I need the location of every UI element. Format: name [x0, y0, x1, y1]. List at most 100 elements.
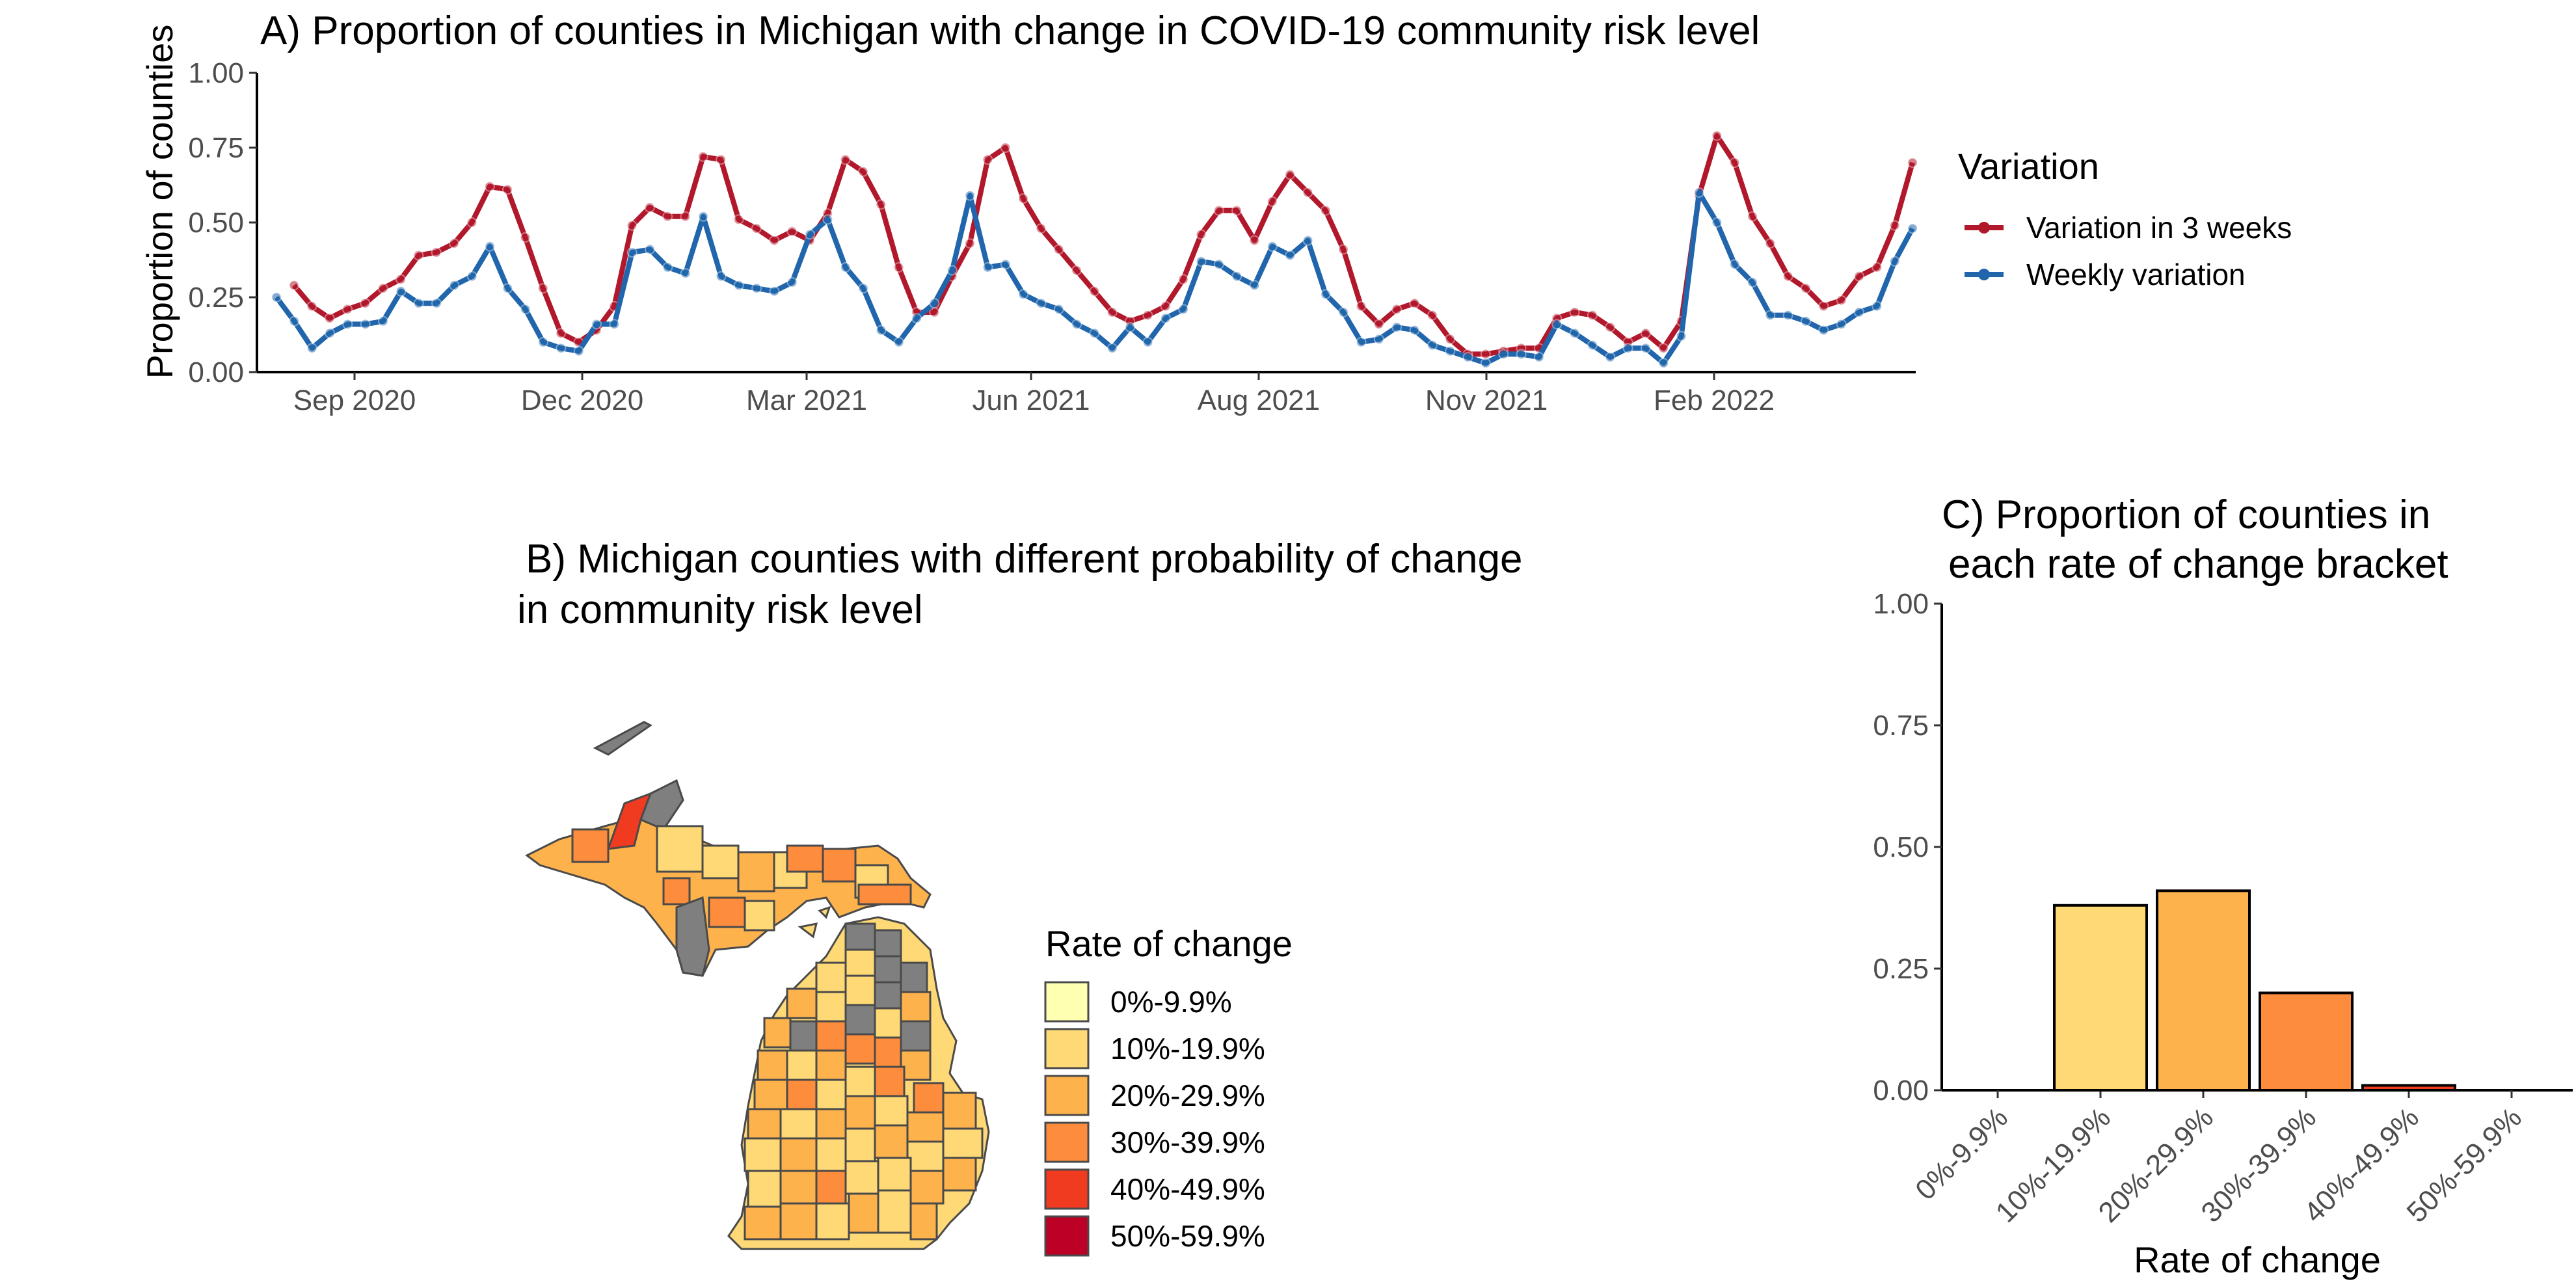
- series-point: [716, 154, 727, 165]
- county-cell: [815, 1202, 850, 1241]
- series-point: [1551, 319, 1563, 330]
- series-point: [289, 315, 300, 327]
- legend-item-label: 10%-19.9%: [1110, 1032, 1265, 1066]
- county-cell: [747, 1108, 782, 1140]
- series-point: [1285, 169, 1296, 180]
- county-cell: [786, 987, 818, 1019]
- series-point: [1533, 352, 1544, 362]
- panel-c-y-tick-label: 0.25: [1873, 953, 1929, 985]
- legend-item-label: 30%-39.9%: [1110, 1125, 1265, 1159]
- legend-swatch: [1044, 981, 1090, 1023]
- series-point: [396, 286, 407, 297]
- county-cell: [844, 1160, 879, 1195]
- island-1: [798, 922, 818, 939]
- series-weekly-variation: [271, 187, 1918, 369]
- panel-c-y-tick-label: 0.75: [1873, 710, 1929, 742]
- series-point: [733, 280, 744, 291]
- series-point: [1872, 301, 1883, 312]
- series-point: [306, 343, 317, 354]
- legend-swatch: [1044, 1028, 1090, 1069]
- series-point: [1907, 157, 1918, 168]
- series-point: [893, 337, 904, 347]
- series-point: [1640, 343, 1651, 354]
- series-point: [751, 223, 762, 234]
- panel-a-x-tick-label: Nov 2021: [1425, 384, 1548, 416]
- series-point: [1853, 271, 1864, 282]
- county-up-2: [656, 825, 704, 873]
- county-cell: [844, 974, 876, 1006]
- series-point: [1729, 259, 1740, 270]
- county-menominee: [675, 896, 710, 977]
- series-point: [484, 181, 495, 192]
- series-point: [751, 283, 762, 294]
- series-point: [342, 319, 353, 330]
- series-point: [1765, 238, 1776, 249]
- series-point: [556, 328, 567, 339]
- series-point: [1267, 241, 1278, 252]
- panel-a-ticks: 0.00 0.25 0.50 0.75 1.00 Sep 2020 Dec 2020 Mar …: [188, 57, 1775, 416]
- series-point: [573, 345, 584, 356]
- county-up-10: [662, 877, 691, 906]
- series-point: [1445, 334, 1456, 345]
- county-cell: [874, 929, 902, 958]
- county-cell: [786, 1079, 818, 1110]
- series-point: [449, 280, 460, 291]
- series-point: [1889, 220, 1900, 231]
- series-point: [1480, 349, 1491, 360]
- series-point: [360, 319, 371, 330]
- series-point: [1640, 328, 1651, 339]
- series-point: [840, 262, 851, 273]
- county-cell: [874, 955, 902, 984]
- county-cell: [786, 1049, 818, 1081]
- series-point: [1373, 334, 1384, 345]
- county-cell: [900, 1049, 932, 1081]
- series-point: [431, 247, 442, 258]
- panel-a-legend-title: Variation: [1958, 146, 2099, 187]
- series-line: [291, 133, 1915, 357]
- series-point: [1249, 280, 1260, 291]
- series-point: [1569, 307, 1580, 317]
- series-point: [1462, 352, 1473, 362]
- panel-a-y-tick-label: 0.75: [188, 132, 244, 164]
- series-point: [1018, 289, 1029, 300]
- series-point: [1480, 358, 1491, 369]
- county-cell: [844, 1066, 876, 1097]
- series-point: [662, 262, 673, 273]
- county-cell: [942, 1157, 977, 1192]
- legend-key-point-weekly-variation: [1978, 269, 1990, 280]
- series-point: [1782, 271, 1793, 282]
- series-point: [946, 265, 958, 276]
- series-point: [289, 280, 299, 291]
- panel-c-y-tick-label: 1.00: [1873, 588, 1929, 620]
- county-cell: [909, 1202, 938, 1241]
- series-point: [413, 250, 424, 261]
- panel-b-legend-title: Rate of change: [1045, 923, 1293, 964]
- series-point: [1391, 304, 1402, 315]
- series-point: [1320, 289, 1331, 300]
- series-point: [786, 277, 798, 288]
- series-point: [1747, 211, 1758, 222]
- county-cell: [874, 1124, 909, 1159]
- legend-swatch: [1044, 1075, 1090, 1116]
- legend-key-point-variation-3-weeks: [1978, 222, 1990, 234]
- series-point: [1036, 298, 1047, 309]
- series-point: [1285, 250, 1296, 261]
- legend-label-weekly-variation: Weekly variation: [2026, 258, 2246, 291]
- series-point: [502, 184, 513, 195]
- series-point: [466, 271, 477, 282]
- panel-b-legend-items: 0%-9.9% 10%-19.9% 20%-29.9% 30%-39.9% 40%-49…: [1044, 981, 1265, 1257]
- series-point: [1427, 340, 1438, 351]
- series-point: [1107, 343, 1118, 354]
- series-point: [698, 211, 709, 222]
- county-up-12: [744, 900, 775, 932]
- series-point: [1622, 343, 1633, 354]
- series-point: [1836, 295, 1847, 306]
- series-point: [876, 325, 887, 336]
- county-cell: [815, 1108, 847, 1140]
- series-point: [1000, 142, 1011, 153]
- series-point: [626, 247, 637, 258]
- panel-a-y-tick-label: 1.00: [188, 57, 244, 89]
- series-point: [1889, 256, 1900, 267]
- series-point: [857, 166, 868, 177]
- island-2: [818, 906, 831, 919]
